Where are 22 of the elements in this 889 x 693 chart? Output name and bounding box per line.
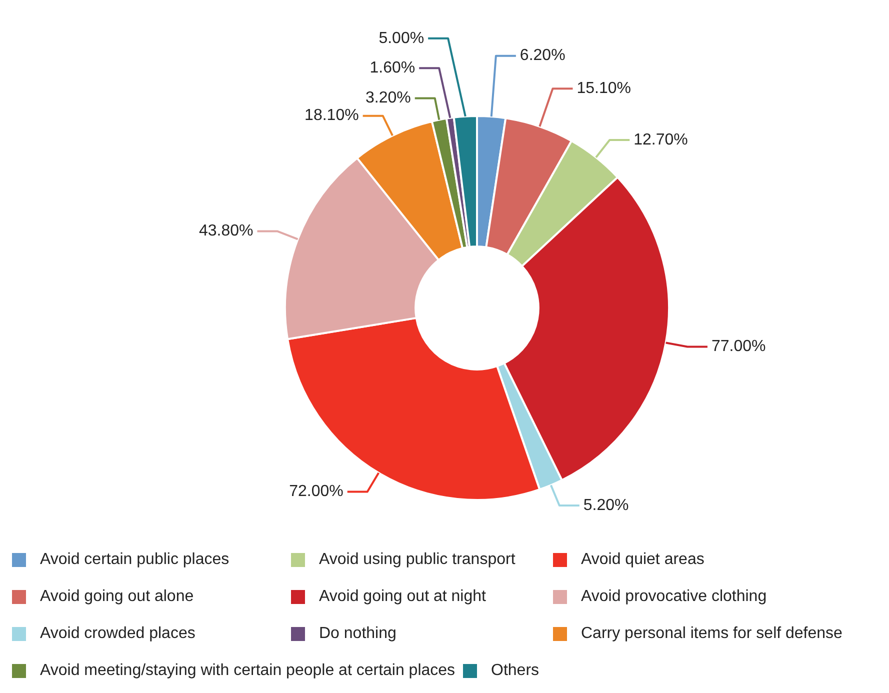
data-label: 18.10% xyxy=(304,107,359,124)
data-label: 43.80% xyxy=(198,222,254,240)
data-label: 6.20% xyxy=(520,47,566,64)
legend-label: Avoid going out at night xyxy=(319,588,486,606)
legend-label: Avoid using public transport xyxy=(319,551,516,569)
data-label: 1.60% xyxy=(370,60,416,77)
data-label: 77.00% xyxy=(711,338,766,356)
legend-label: Others xyxy=(491,662,540,680)
legend-label: Avoid quiet areas xyxy=(581,551,704,569)
legend-label: Carry personal items for self defense xyxy=(581,625,842,643)
legend-label: Do nothing xyxy=(319,625,396,643)
data-label: 15.10% xyxy=(576,80,632,98)
legend-label: Avoid meeting/staying with certain people at certain places xyxy=(40,662,456,680)
data-label: 5.00% xyxy=(378,30,424,47)
data-label: 3.20% xyxy=(365,90,411,107)
data-label: 12.70% xyxy=(634,131,688,148)
data-label: 5.20% xyxy=(583,496,629,514)
legend-label: Avoid provocative clothing xyxy=(581,588,767,606)
legend-label: Avoid going out alone xyxy=(40,588,194,606)
data-label: 72.00% xyxy=(289,483,344,500)
legend-label: Avoid crowded places xyxy=(40,625,196,643)
legend-label: Avoid certain public places xyxy=(40,551,230,569)
